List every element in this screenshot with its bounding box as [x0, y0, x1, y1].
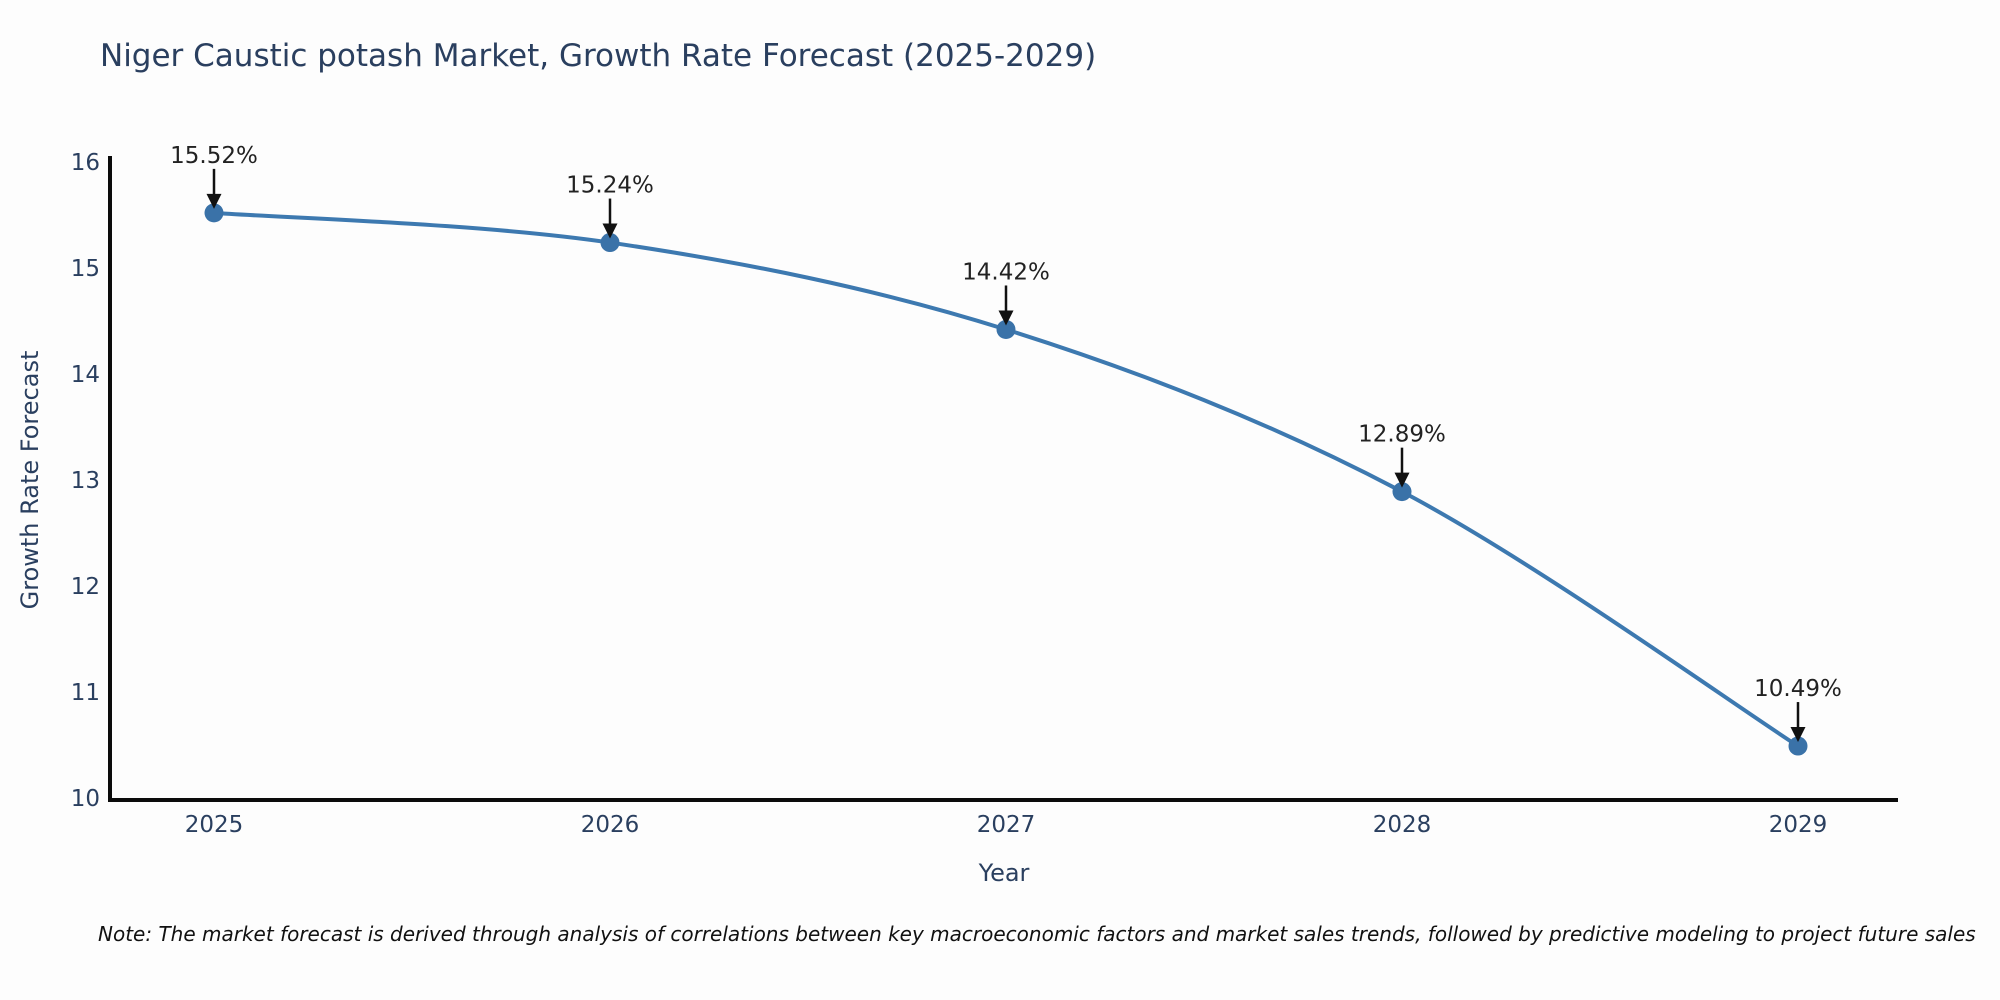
- x-tick-label: 2026: [581, 812, 640, 838]
- y-tick-label: 11: [71, 680, 100, 706]
- x-tick-label: 2029: [1769, 812, 1828, 838]
- chart-title: Niger Caustic potash Market, Growth Rate…: [100, 38, 1097, 74]
- x-axis-title: Year: [978, 859, 1030, 887]
- data-point-label: 10.49%: [1754, 676, 1842, 702]
- y-tick-label: 10: [71, 786, 100, 812]
- annotation-arrow-head: [602, 223, 618, 239]
- data-point-marker: [1788, 736, 1808, 756]
- y-tick-label: 13: [71, 468, 100, 494]
- annotation-arrow-head: [1790, 727, 1806, 743]
- footnote: Note: The market forecast is derived thr…: [98, 922, 1976, 946]
- y-tick-label: 12: [71, 574, 100, 600]
- data-point-marker: [1392, 482, 1412, 502]
- y-tick-label: 14: [71, 362, 100, 388]
- x-tick-label: 2027: [977, 812, 1036, 838]
- data-point-label: 15.24%: [566, 173, 654, 199]
- data-point-marker: [204, 203, 224, 223]
- data-point-label: 15.52%: [170, 143, 258, 169]
- y-tick-label: 16: [71, 150, 100, 176]
- annotation-arrow-head: [998, 310, 1014, 326]
- annotation-arrow-head: [1394, 472, 1410, 488]
- x-tick-label: 2025: [185, 812, 244, 838]
- annotation-arrow-head: [206, 193, 222, 209]
- data-point-label: 12.89%: [1358, 422, 1446, 448]
- y-axis-title: Growth Rate Forecast: [16, 350, 44, 610]
- y-tick-label: 15: [71, 256, 100, 282]
- data-point-marker: [996, 319, 1016, 339]
- data-point-marker: [600, 233, 620, 253]
- x-tick-label: 2028: [1373, 812, 1432, 838]
- data-point-label: 14.42%: [962, 259, 1050, 285]
